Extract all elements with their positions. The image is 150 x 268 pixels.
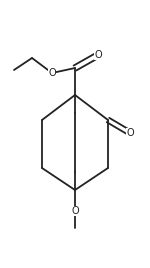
Text: O: O <box>94 50 102 60</box>
Text: O: O <box>71 206 79 216</box>
Text: O: O <box>48 68 56 78</box>
Text: O: O <box>126 128 134 138</box>
